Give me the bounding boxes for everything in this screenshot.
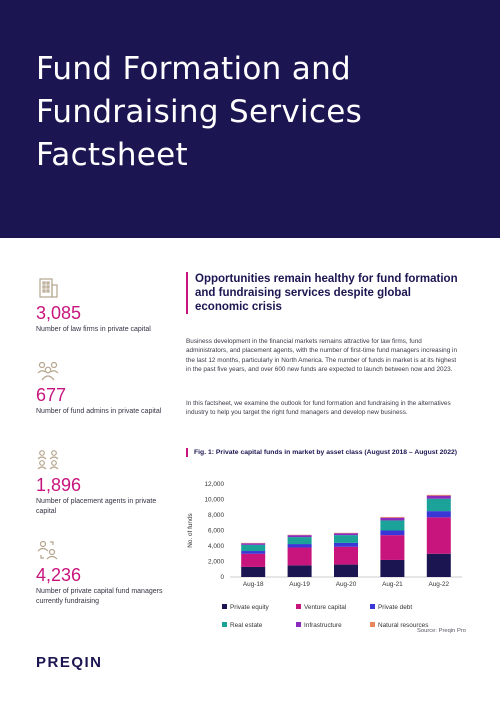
bar-segment-infrastructure xyxy=(241,543,266,545)
y-tick-label: 0 xyxy=(220,574,224,581)
x-tick-label: Aug-19 xyxy=(289,581,310,588)
page-title: Fund Formation and Fundraising Services … xyxy=(36,51,363,173)
bar-segment-real-estate xyxy=(241,544,266,552)
bar-segment-venture-capital xyxy=(380,535,405,560)
bar-segment-infrastructure xyxy=(426,495,451,499)
legend-swatch xyxy=(296,622,301,627)
legend-label: Private equity xyxy=(230,604,269,611)
bar-segment-private-debt xyxy=(241,551,266,554)
x-tick-label: Aug-21 xyxy=(382,581,403,588)
intro-paragraph: Business development in the financial ma… xyxy=(186,338,458,374)
y-tick-label: 2,000 xyxy=(208,559,224,566)
stat-value: 1,896 xyxy=(36,475,82,495)
x-tick-label: Aug-22 xyxy=(428,581,449,588)
source-note: Source: Preqin Pro xyxy=(417,628,466,634)
people-network-icon xyxy=(36,448,60,472)
stacked-bar-chart: 0 2,000 4,000 6,000 8,000 10,000 12,000 No. of … xyxy=(187,481,462,588)
y-tick-label: 6,000 xyxy=(208,528,224,535)
section-heading: Opportunities remain healthy for fund fo… xyxy=(186,272,465,314)
bar-segment-private-equity xyxy=(287,565,312,577)
preqin-logo: PREQIN xyxy=(36,654,103,671)
y-tick-label: 12,000 xyxy=(204,481,224,488)
bar-segment-real-estate xyxy=(426,498,451,512)
stat-fund-admins: 677 Number of fund admins in private cap… xyxy=(36,358,176,417)
y-axis-label: No. of funds xyxy=(187,513,194,547)
bar-segment-infrastructure xyxy=(334,533,358,536)
legend-swatch xyxy=(296,604,301,609)
bar-segment-venture-capital xyxy=(334,546,358,565)
bar-segment-private-equity xyxy=(334,564,358,577)
bar-segment-venture-capital xyxy=(287,547,312,566)
legend-label: Infrastructure xyxy=(304,622,342,629)
legend-swatch xyxy=(222,622,227,627)
stat-value: 677 xyxy=(36,385,67,405)
legend-item: Natural resources xyxy=(370,621,444,631)
y-tick-label: 8,000 xyxy=(208,512,224,519)
stat-label: Number of placement agents in private ca… xyxy=(36,498,157,515)
legend-swatch xyxy=(370,622,375,627)
bar-segment-natural-resources xyxy=(426,494,451,496)
building-icon xyxy=(36,276,60,300)
people-group-icon xyxy=(36,358,60,382)
bar-segment-venture-capital xyxy=(426,517,451,554)
bar-segment-private-debt xyxy=(287,544,312,548)
bar-segment-real-estate xyxy=(380,520,405,531)
bar-segment-private-debt xyxy=(334,542,358,547)
x-tick-label: Aug-18 xyxy=(243,581,264,588)
header-banner: Fund Formation and Fundraising Services … xyxy=(0,0,500,238)
stat-placement-agents: 1,896 Number of placement agents in priv… xyxy=(36,448,176,517)
chart-legend: Private equity Venture capital Private deb… xyxy=(222,596,482,632)
stat-value: 4,236 xyxy=(36,565,82,585)
outlook-paragraph: In this factsheet, we examine the outloo… xyxy=(186,400,451,417)
legend-swatch xyxy=(222,604,227,609)
legend-label: Natural resources xyxy=(378,622,429,629)
stat-value: 3,085 xyxy=(36,303,82,323)
bar-segment-private-debt xyxy=(426,511,451,518)
stat-label: Number of law firms in private capital xyxy=(36,326,151,333)
bar-segment-private-equity xyxy=(380,559,405,577)
bar-segment-real-estate xyxy=(334,535,358,543)
legend-item: Real estate xyxy=(222,621,296,631)
stat-fund-managers: 4,236 Number of private capital fund man… xyxy=(36,538,176,607)
bar-segment-infrastructure xyxy=(380,517,405,521)
legend-item: Infrastructure xyxy=(296,621,370,631)
bar-segment-venture-capital xyxy=(241,553,266,567)
legend-label: Private debt xyxy=(378,604,413,611)
figure-title: Fig. 1: Private capital funds in market … xyxy=(186,448,464,457)
stat-label: Number of fund admins in private capital xyxy=(36,408,162,415)
legend-item: Venture capital xyxy=(296,603,370,613)
legend-label: Venture capital xyxy=(304,604,347,611)
bar-segment-infrastructure xyxy=(287,535,312,538)
bar-segment-natural-resources xyxy=(380,516,405,518)
people-search-icon xyxy=(36,538,60,562)
legend-item: Private equity xyxy=(222,603,296,613)
legend-swatch xyxy=(370,604,375,609)
bar-segment-private-equity xyxy=(426,553,451,577)
y-tick-label: 4,000 xyxy=(208,543,224,550)
legend-label: Real estate xyxy=(230,622,263,629)
legend-item: Private debt xyxy=(370,603,444,613)
bar-segment-real-estate xyxy=(287,537,312,545)
bar-segment-private-equity xyxy=(241,566,266,577)
x-tick-label: Aug-20 xyxy=(336,581,357,588)
stat-label: Number of private capital fund managers … xyxy=(36,588,163,605)
bar-segment-private-debt xyxy=(380,530,405,536)
y-tick-label: 10,000 xyxy=(204,497,224,504)
stat-law-firms: 3,085 Number of law firms in private cap… xyxy=(36,276,176,335)
